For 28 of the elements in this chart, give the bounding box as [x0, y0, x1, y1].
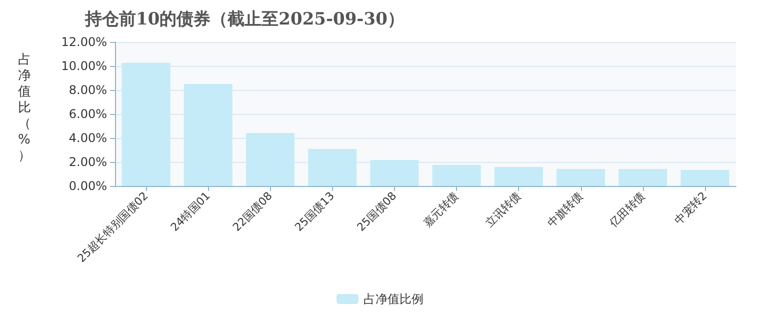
y-tick-label: 12.00% — [61, 35, 107, 49]
bar — [618, 168, 668, 186]
x-tick-label: 25国债08 — [354, 189, 400, 234]
x-tick-label: 22国债08 — [230, 189, 275, 234]
x-tick-label: 25国债13 — [292, 189, 337, 234]
bar — [680, 170, 730, 186]
bar — [308, 149, 357, 186]
bar — [370, 160, 419, 186]
legend-label: 占净值比例 — [364, 292, 424, 306]
x-tick-label: 立讯转债 — [482, 189, 524, 230]
bar — [246, 132, 294, 186]
y-tick-label: 8.00% — [68, 83, 107, 97]
x-tick-label: 24特国01 — [168, 189, 213, 234]
bar — [556, 168, 605, 186]
chart-title: 持仓前10的债券（截止至2025-09-30） — [84, 10, 404, 30]
y-tick-label: 2.00% — [68, 155, 107, 169]
y-tick-label: 4.00% — [68, 131, 107, 145]
bar — [122, 62, 170, 186]
y-axis-title: 占净值比（%） — [18, 52, 31, 164]
x-tick-label: 嘉元转债 — [420, 189, 462, 230]
bar — [184, 84, 232, 186]
bar — [432, 165, 481, 186]
y-tick-label: 10.00% — [61, 59, 107, 73]
y-tick-label: 6.00% — [68, 107, 107, 121]
x-tick-label: 中宠转2 — [672, 189, 710, 227]
x-tick-label: 亿田转债 — [606, 189, 648, 230]
x-tick-label: 中旗转债 — [545, 189, 586, 230]
bar — [494, 167, 543, 186]
